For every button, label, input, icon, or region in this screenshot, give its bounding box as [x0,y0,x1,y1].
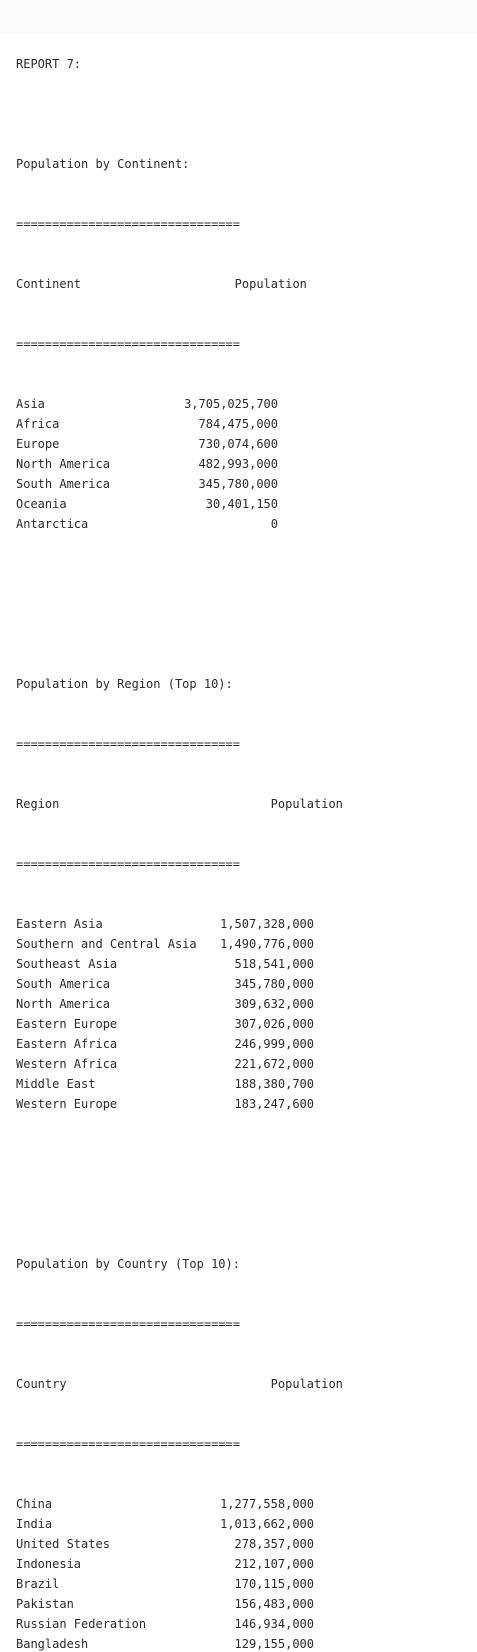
row-population-value: 1,013,662,000 [220,1517,314,1531]
row-name: Europe [16,437,60,451]
table-row: South America 345,780,000 [16,474,278,494]
table-row: Bangladesh 129,155,000 [16,1634,314,1652]
table-row: North America 309,632,000 [16,994,314,1014]
table-header-region: Region Population [16,794,343,814]
table-body-country: China 1,277,558,000 India 1,013,662,000 Unit… [16,1494,314,1652]
separator: =============================== [16,1437,240,1451]
column-header-continent: Continent [16,277,82,291]
row-name: Oceania [16,497,67,511]
table-row: Southern and Central Asia 1,490,776,000 [16,934,314,954]
report-title: REPORT 7: [16,57,82,71]
table-row: Pakistan 156,483,000 [16,1594,314,1614]
row-population-value: 0 [270,517,278,531]
table-row: Russian Federation 146,934,000 [16,1614,314,1634]
row-population-value: 221,672,000 [234,1057,314,1071]
row-population-value: 129,155,000 [234,1637,314,1651]
table-body-region: Eastern Asia 1,507,328,000 Southern and Ce… [16,914,314,1114]
row-population-value: 345,780,000 [234,977,314,991]
row-name: Antarctica [16,517,89,531]
separator: =============================== [16,857,240,871]
report-header-background [0,0,477,34]
table-body-continent: Asia 3,705,025,700 Africa 784,475,000 Europe… [16,394,278,534]
table-header-country: Country Population [16,1374,343,1394]
table-row: Eastern Asia 1,507,328,000 [16,914,314,934]
table-row: Indonesia 212,107,000 [16,1554,314,1574]
separator: =============================== [16,1317,240,1331]
row-population-value: 278,357,000 [234,1537,314,1551]
row-population-value: 246,999,000 [234,1037,314,1051]
table-row: South America 345,780,000 [16,974,314,994]
row-population-value: 146,934,000 [234,1617,314,1631]
row-name: Asia [16,397,45,411]
row-population-value: 784,475,000 [198,417,278,431]
table-row: Southeast Asia 518,541,000 [16,954,314,974]
table-row: North America 482,993,000 [16,454,278,474]
table-row: Brazil 170,115,000 [16,1574,314,1594]
row-population-value: 730,074,600 [198,437,278,451]
row-population-value: 482,993,000 [198,457,278,471]
table-row: Africa 784,475,000 [16,414,278,434]
row-population-value: 3,705,025,700 [184,397,278,411]
table-row: Antarctica 0 [16,514,278,534]
table-row: Western Europe 183,247,600 [16,1094,314,1114]
row-population-value: 212,107,000 [234,1557,314,1571]
section-heading-continent: Population by Continent: [16,157,190,171]
row-population-value: 309,632,000 [234,997,314,1011]
row-name: Africa [16,417,60,431]
table-row: Middle East 188,380,700 [16,1074,314,1094]
separator: =============================== [16,737,240,751]
column-header-region: Region [16,797,60,811]
row-population-value: 188,380,700 [234,1077,314,1091]
row-population-value: 156,483,000 [234,1597,314,1611]
table-row: Eastern Europe 307,026,000 [16,1014,314,1034]
table-row: China 1,277,558,000 [16,1494,314,1514]
row-name: South America [16,477,110,491]
row-population-value: 1,490,776,000 [220,937,314,951]
row-population-value: 307,026,000 [234,1017,314,1031]
column-header-population: Population [270,797,343,811]
row-population-value: 1,277,558,000 [220,1497,314,1511]
row-population-value: 30,401,150 [205,497,278,511]
column-header-population: Population [270,1377,343,1391]
row-population-value: 345,780,000 [198,477,278,491]
separator: =============================== [16,217,240,231]
section-heading-region: Population by Region (Top 10): [16,677,233,691]
table-row: Eastern Africa 246,999,000 [16,1034,314,1054]
blank-line [16,574,240,594]
column-header-population: Population [234,277,307,291]
separator: =============================== [16,337,240,351]
table-row: Asia 3,705,025,700 [16,394,278,414]
table-header-continent: Continent Population [16,274,307,294]
row-population-value: 1,507,328,000 [220,917,314,931]
report-output: REPORT 7: Population by Continent: =====… [16,14,343,1652]
row-population-value: 518,541,000 [234,957,314,971]
table-row: Western Africa 221,672,000 [16,1054,314,1074]
table-row: United States 278,357,000 [16,1534,314,1554]
row-population-value: 170,115,000 [234,1577,314,1591]
table-row: Oceania 30,401,150 [16,494,278,514]
row-population-value: 183,247,600 [234,1097,314,1111]
row-name: North America [16,457,110,471]
blank-line [16,1154,240,1174]
table-row: India 1,013,662,000 [16,1514,314,1534]
table-row: Europe 730,074,600 [16,434,278,454]
section-heading-country: Population by Country (Top 10): [16,1257,240,1271]
